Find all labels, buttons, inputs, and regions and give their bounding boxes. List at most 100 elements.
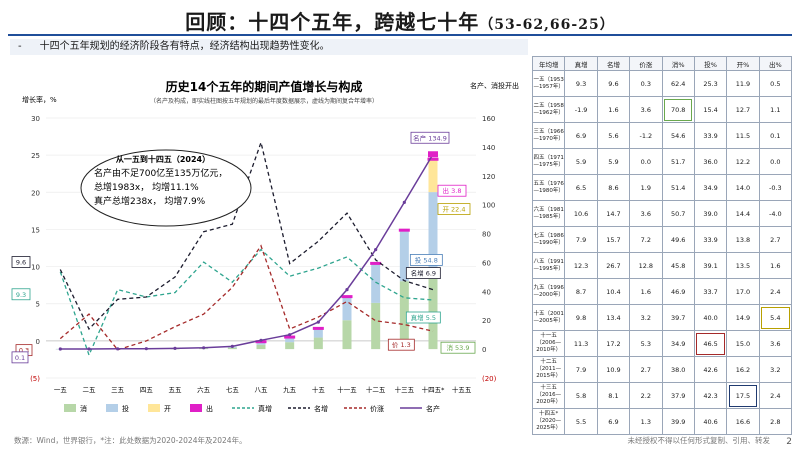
- table-value-cell: 11.3: [564, 330, 598, 357]
- table-period-cell: 二五（1958—1962年）: [531, 96, 566, 123]
- right-tick-label: 120: [482, 173, 495, 181]
- table-row: 九五（1996—2000年） 8.7 10.4 1.6 46.9 33.7 17.0 2.4: [531, 278, 793, 305]
- left-tick-label: 0: [36, 338, 40, 346]
- bar-出: [284, 335, 296, 339]
- table-value-cell: 6.9: [596, 408, 631, 435]
- bar-投: [399, 230, 409, 282]
- legend-label-出: 出: [206, 404, 213, 413]
- table-value-cell: 49.6: [661, 226, 695, 253]
- table-period-cell: 一五（1953—1957年）: [531, 70, 566, 97]
- table-value-cell: 10.6: [564, 200, 598, 227]
- left-axis-label: 增长率，%: [22, 95, 57, 104]
- right-tick-label: 80: [482, 231, 491, 239]
- label-real-end-box: [405, 311, 441, 324]
- bar-出: [427, 157, 439, 161]
- table-value-cell: 7.9: [564, 356, 598, 383]
- table-period-cell: 七五（1986—1990年）: [531, 226, 566, 253]
- table-value-cell: 8.1: [596, 382, 631, 409]
- x-tick-label: 三五: [111, 386, 125, 394]
- label-open-end-box: [437, 203, 471, 215]
- table-value-cell: 12.7: [726, 96, 760, 123]
- table-value-cell: 16.2: [726, 356, 760, 383]
- table-value-cell: 26.7: [596, 252, 631, 279]
- table-row: 十四五*（2020—2025年） 5.5 6.9 1.3 39.9 40.6 16.6 2.8: [531, 408, 793, 435]
- table-value-cell: 33.7: [693, 278, 728, 305]
- table-value-cell: 11.5: [726, 122, 760, 149]
- right-tick-label: 20: [482, 317, 491, 325]
- table-value-cell: 7.9: [564, 226, 598, 253]
- gdp-chart-svg: 历史14个五年的期间产值增长与构成 （名产及构成，即实线柱图按五年规划的最后年度…: [11, 79, 547, 413]
- table-value-cell: 1.6: [596, 96, 631, 123]
- bar-消: [371, 302, 381, 350]
- table-header-cell: 消%: [661, 56, 695, 71]
- label-gdp-end: 名产 134.9: [413, 133, 447, 142]
- table-period-cell: 三五（1966—1970年）: [531, 122, 566, 149]
- left-tick-label: 25: [31, 152, 40, 160]
- table-value-cell: 51.7: [661, 148, 695, 175]
- table-header-cell: 出%: [758, 56, 793, 71]
- line-point-名产: [87, 347, 91, 351]
- table-row: 一五（1953—1957年） 9.3 9.6 0.3 62.4 25.3 11.9 0.5: [531, 70, 793, 97]
- x-tick-label: 八五: [255, 386, 269, 394]
- line-point-名产: [345, 288, 349, 292]
- legend-swatch-投: [106, 404, 118, 412]
- bar-出: [341, 295, 353, 299]
- table-period-cell: 十五（2001—2005年）: [531, 304, 566, 331]
- table-period-cell: 十二五（2011—2015年）: [531, 356, 566, 383]
- chart-title: 历史14个五年的期间产值增长与构成: [166, 79, 363, 94]
- line-point-名产: [374, 247, 378, 252]
- table-value-cell: 14.7: [596, 200, 631, 227]
- table-value-cell: 39.7: [661, 304, 695, 331]
- table-period-cell: 六五（1981—1985年）: [531, 200, 566, 227]
- table-value-cell: 17.2: [596, 330, 631, 357]
- legend-label-名产: 名产: [426, 404, 440, 413]
- table-value-cell: 10.4: [596, 278, 631, 305]
- label-start-real: 9.3: [16, 291, 26, 299]
- bar-投: [428, 192, 438, 272]
- table-value-cell: 34.9: [693, 174, 728, 201]
- label-exports-end-box: [437, 184, 467, 197]
- table-value-cell: 16.6: [726, 408, 760, 435]
- table-value-cell: 39.9: [661, 408, 695, 435]
- table-value-cell: 45.8: [661, 252, 695, 279]
- bar-开: [428, 159, 438, 193]
- bar-投: [313, 328, 323, 338]
- table-value-cell: 2.4: [758, 278, 793, 305]
- page-number: 2: [786, 437, 792, 447]
- chart-area: 历史14个五年的期间产值增长与构成 （名产及构成，即实线柱图按五年规划的最后年度…: [8, 60, 547, 432]
- table-value-cell: 15.4: [693, 96, 728, 123]
- table-value-cell: 14.0: [726, 174, 760, 201]
- legend-swatch-出: [190, 404, 202, 412]
- table-value-cell: 25.3: [693, 70, 728, 97]
- line-nominal-gdp: [60, 153, 434, 350]
- legend-label-投: 投: [122, 404, 129, 413]
- table-period-cell: 五五（1976—1980年）: [531, 174, 566, 201]
- table-value-cell: 5.9: [564, 148, 598, 175]
- x-tick-label: 十五: [312, 385, 326, 394]
- label-consume-end: 消 53.9: [446, 343, 469, 352]
- callout-line-1: 名产由不足700亿至135万亿元，: [94, 167, 227, 179]
- chart-subtitle: （名产及构成，即实线柱图按五年规划的最后年度数据展示，虚线为期间复合年增率）: [150, 97, 378, 105]
- bar-投: [256, 342, 266, 345]
- line-point-名产: [288, 333, 292, 337]
- callout-heading: 从一五到十四五（2024）: [116, 154, 210, 164]
- bar-出: [398, 228, 410, 232]
- table-row: 三五（1966—1970年） 6.9 5.6 -1.2 54.6 33.9 11.5 0.1: [531, 122, 793, 149]
- table-value-cell: 15.7: [596, 226, 631, 253]
- table-row: 十五（2001—2005年） 9.8 13.4 3.2 39.7 40.0 14.9 5.4: [531, 304, 793, 331]
- label-start-nominal-box: [11, 256, 31, 268]
- table-value-cell: 5.8: [564, 382, 598, 409]
- x-tick-label: 十二五: [366, 385, 386, 394]
- table-value-cell: 70.8: [661, 96, 695, 123]
- table-value-cell: 34.9: [661, 330, 695, 357]
- table-value-cell: 36.0: [693, 148, 728, 175]
- left-tick-label: 10: [31, 264, 40, 272]
- bar-消: [313, 337, 323, 350]
- table-value-cell: 39.0: [693, 200, 728, 227]
- legend-swatch-开: [148, 404, 160, 412]
- x-tick-label: 二五: [83, 386, 97, 394]
- table-row: 六五（1981—1985年） 10.6 14.7 3.6 50.7 39.0 14.4 -4.…: [531, 200, 793, 227]
- table-value-cell: 5.5: [564, 408, 598, 435]
- table-value-cell: 8.6: [596, 174, 631, 201]
- table-row: 七五（1986—1990年） 7.9 15.7 7.2 49.6 33.9 13.8 2.7: [531, 226, 793, 253]
